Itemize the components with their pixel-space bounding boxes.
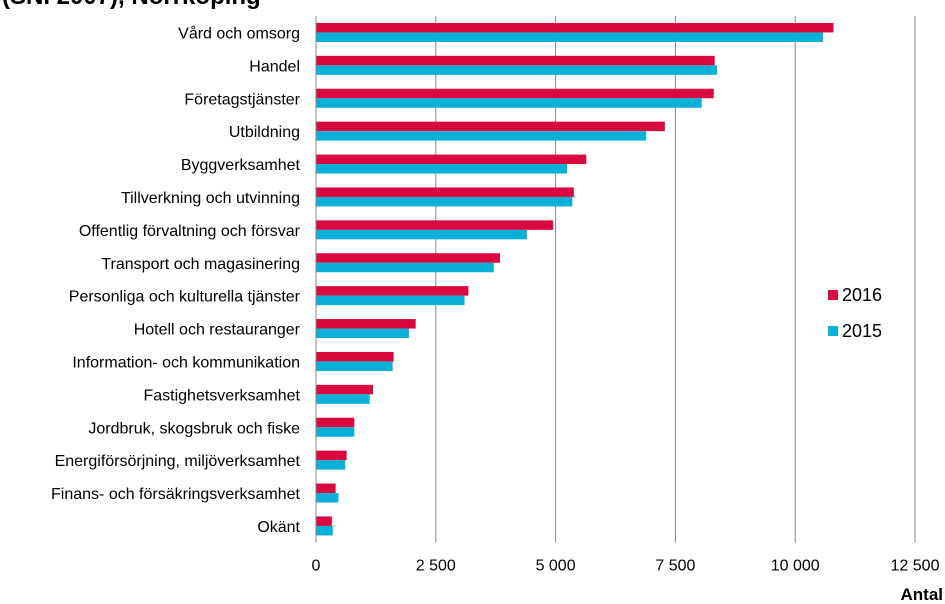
- bar-2016: [316, 417, 355, 428]
- bar-2016: [316, 220, 554, 230]
- category-label: Jordbruk, skogsbruk och fiske: [88, 420, 300, 437]
- x-tick-labels: 0 2 500 5 000 7 500 10 000 12 500: [312, 557, 940, 574]
- x-tick-label: 0: [312, 557, 321, 574]
- bar-2015: [316, 262, 494, 273]
- category-label: Fastighetsverksamhet: [143, 387, 300, 404]
- bar-2015: [316, 98, 702, 108]
- x-tick-label: 5 000: [536, 557, 576, 574]
- bar-2015: [316, 460, 346, 470]
- bar-2016: [316, 450, 347, 461]
- bar-2015: [316, 328, 409, 339]
- legend-label-2015: 2015: [842, 321, 882, 341]
- x-tick-label: 10 000: [771, 557, 820, 574]
- category-label: Information- och kommunikation: [72, 354, 300, 371]
- category-label: Offentlig förvaltning och försvar: [79, 223, 301, 240]
- bar-2016: [316, 319, 416, 329]
- bar-2015: [316, 525, 333, 536]
- bar-2016: [316, 154, 587, 165]
- legend: 2016 2015: [828, 285, 882, 341]
- legend-label-2016: 2016: [842, 285, 882, 305]
- category-label: Hotell och restauranger: [134, 322, 301, 339]
- category-label: Byggverksamhet: [181, 157, 301, 174]
- bar-2016: [316, 516, 332, 526]
- category-label: Företagstjänster: [184, 91, 300, 108]
- category-label: Finans- och försäkringsverksamhet: [51, 486, 301, 503]
- bar-2016: [316, 253, 501, 263]
- bar-2016: [316, 22, 834, 33]
- category-label: Energiförsörjning, miljöverksamhet: [55, 453, 301, 470]
- bar-2016: [316, 55, 715, 66]
- category-label: Tillverkning och utvinning: [121, 190, 300, 207]
- bar-2015: [316, 32, 823, 42]
- bar-2015: [316, 493, 339, 503]
- bar-2016: [316, 121, 665, 132]
- category-label: Okänt: [257, 519, 300, 536]
- bar-2015: [316, 65, 718, 75]
- bar-2015: [316, 164, 568, 174]
- bar-2015: [316, 295, 465, 306]
- category-label: Personliga och kulturella tjänster: [69, 289, 301, 306]
- chart-title: (SNI 2007), Norrköping: [2, 0, 261, 10]
- legend-swatch-2015: [828, 326, 838, 336]
- x-tick-label: 2 500: [416, 557, 456, 574]
- bar-2015: [316, 427, 355, 437]
- bar-2016: [316, 483, 336, 494]
- bars: [316, 22, 834, 536]
- bar-2016: [316, 351, 394, 362]
- x-tick-label: 7 500: [655, 557, 695, 574]
- x-axis-label: Antal: [901, 585, 944, 604]
- x-tick-label: 12 500: [891, 557, 940, 574]
- category-label: Handel: [249, 58, 300, 75]
- bar-2016: [316, 286, 469, 296]
- bar-2016: [316, 187, 574, 197]
- category-label: Utbildning: [229, 124, 300, 141]
- bar-2015: [316, 394, 370, 404]
- bar-2015: [316, 196, 573, 207]
- category-label: Vård och omsorg: [178, 24, 300, 42]
- bar-2015: [316, 229, 527, 240]
- bar-2016: [316, 88, 714, 99]
- category-label: Transport och magasinering: [101, 256, 300, 273]
- bar-2015: [316, 361, 393, 371]
- legend-swatch-2016: [828, 290, 838, 300]
- bar-2016: [316, 384, 374, 395]
- category-labels: Vård och omsorg Handel Företagstjänster Utb…: [51, 24, 301, 536]
- bar-2015: [316, 131, 647, 141]
